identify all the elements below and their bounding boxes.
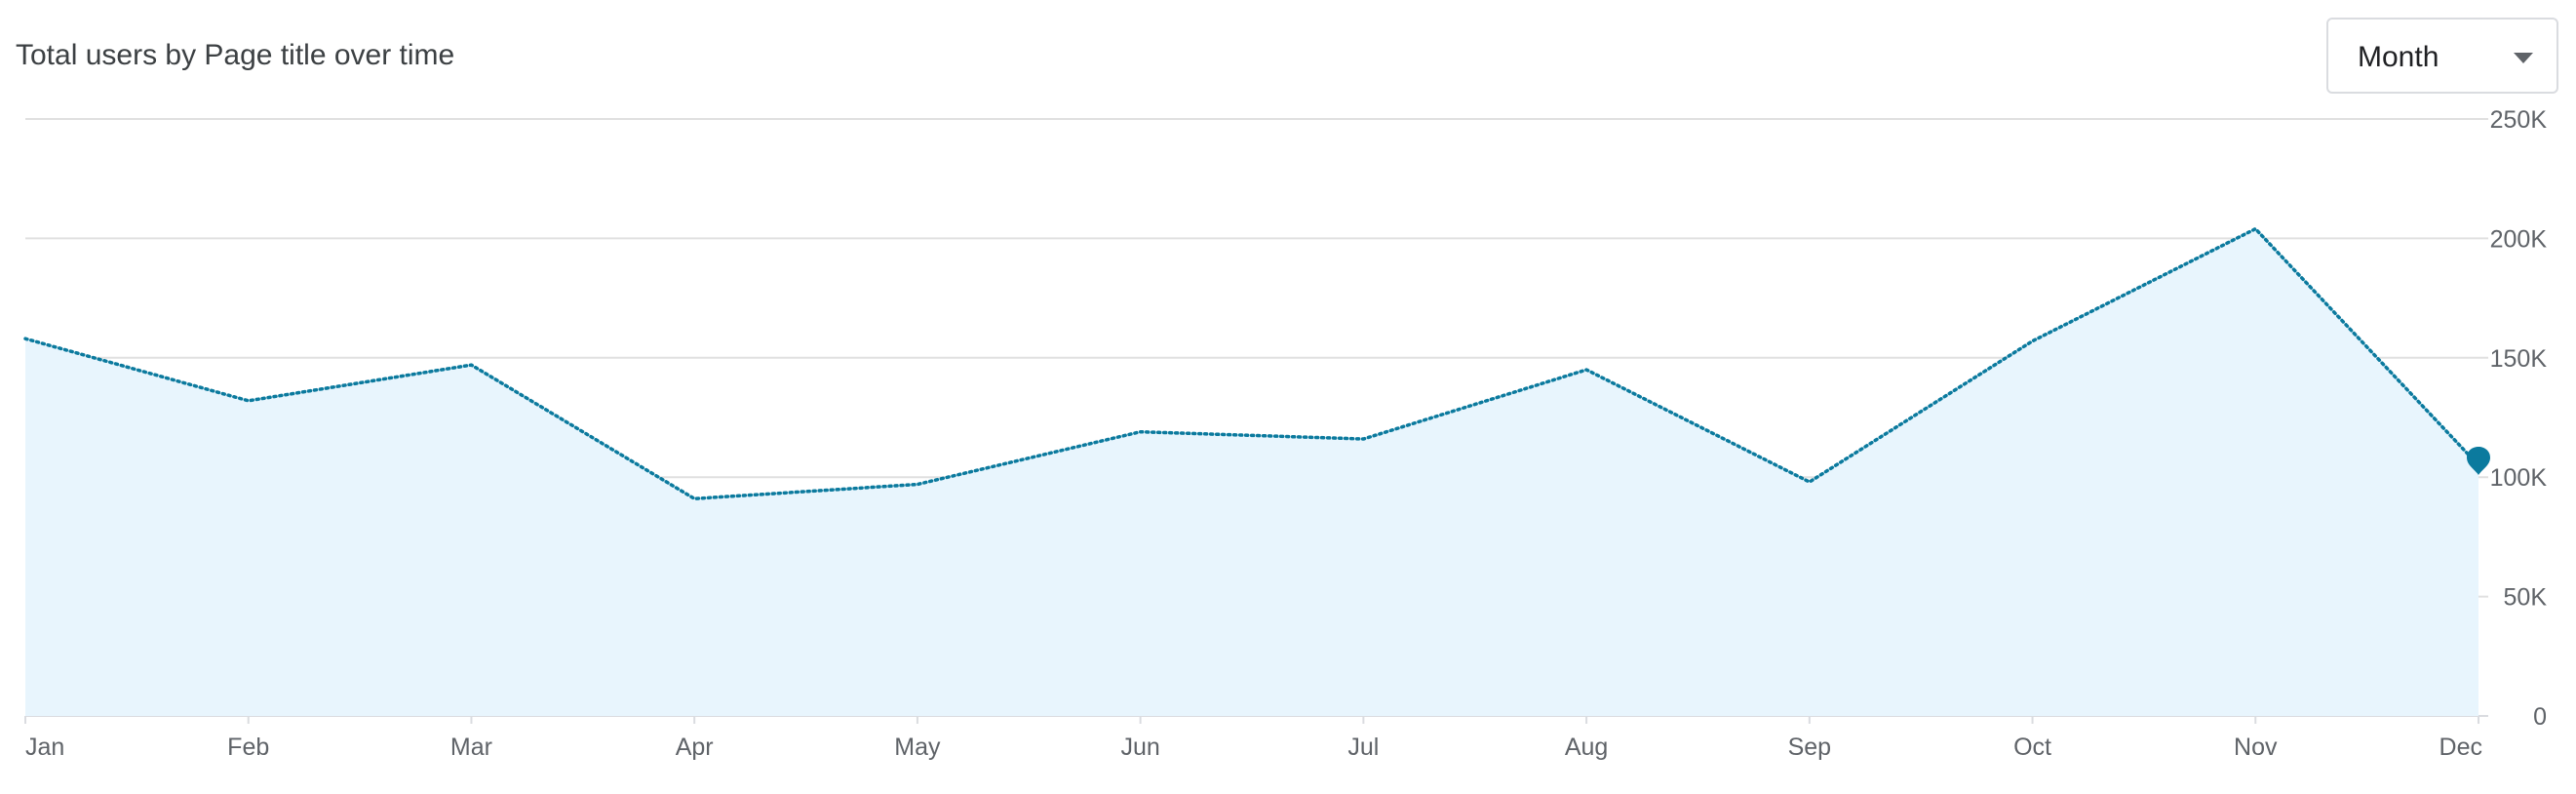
- series-line: [23, 226, 2480, 500]
- data-point-mar[interactable]: [461, 355, 481, 375]
- data-point-jan[interactable]: [16, 329, 35, 348]
- x-tick-label: Jul: [1347, 734, 1379, 761]
- data-point-jun[interactable]: [1131, 422, 1151, 442]
- y-axis-ticks: 0 50K 100K 150K 200K 250K: [2490, 106, 2548, 731]
- x-axis-ticks: Jan Feb Mar Apr May Jun Jul Aug Sep Oct Nov Dec: [24, 716, 2482, 761]
- y-tick-label: 100K: [2490, 464, 2548, 492]
- x-tick-label: Jun: [1120, 734, 1159, 761]
- x-tick-label: Dec: [2439, 734, 2482, 761]
- chart-title: Total users by Page title over time: [16, 39, 455, 71]
- y-tick-label: 50K: [2504, 584, 2548, 612]
- area-layer: [25, 228, 2478, 716]
- series-area: [25, 228, 2478, 716]
- x-tick-label: Mar: [450, 734, 492, 761]
- y-tick-label: 250K: [2490, 106, 2548, 134]
- y-tick-label: 200K: [2490, 225, 2548, 253]
- x-tick-label: Sep: [1788, 734, 1831, 761]
- x-tick-label: Feb: [227, 734, 269, 761]
- x-tick-label: Oct: [2013, 734, 2051, 761]
- y-tick-label: 150K: [2490, 345, 2548, 373]
- data-point-feb[interactable]: [239, 391, 258, 411]
- x-tick-label: Nov: [2234, 734, 2278, 761]
- x-tick-label: Jan: [25, 734, 64, 761]
- caret-down-icon: [2514, 53, 2533, 63]
- data-point-apr[interactable]: [684, 489, 704, 508]
- x-tick-label: May: [894, 734, 941, 761]
- data-point-oct[interactable]: [2023, 332, 2043, 351]
- granularity-selected-value: Month: [2358, 41, 2439, 73]
- x-tick-label: Aug: [1565, 734, 1608, 761]
- data-point-jul[interactable]: [1353, 429, 1373, 449]
- marker-layer: [2467, 446, 2490, 475]
- data-point-nov[interactable]: [2245, 219, 2265, 239]
- y-tick-label: 0: [2533, 703, 2547, 731]
- data-point-may[interactable]: [908, 475, 927, 495]
- map-pin-icon[interactable]: [2467, 446, 2490, 475]
- data-point-sep[interactable]: [1800, 472, 1819, 492]
- granularity-dropdown[interactable]: Month: [2326, 18, 2558, 94]
- chart-card-header: Total users by Page title over time Mont…: [0, 0, 2576, 107]
- x-tick-label: Apr: [676, 734, 714, 761]
- data-point-aug[interactable]: [1577, 360, 1596, 379]
- line-layer: [16, 219, 2480, 508]
